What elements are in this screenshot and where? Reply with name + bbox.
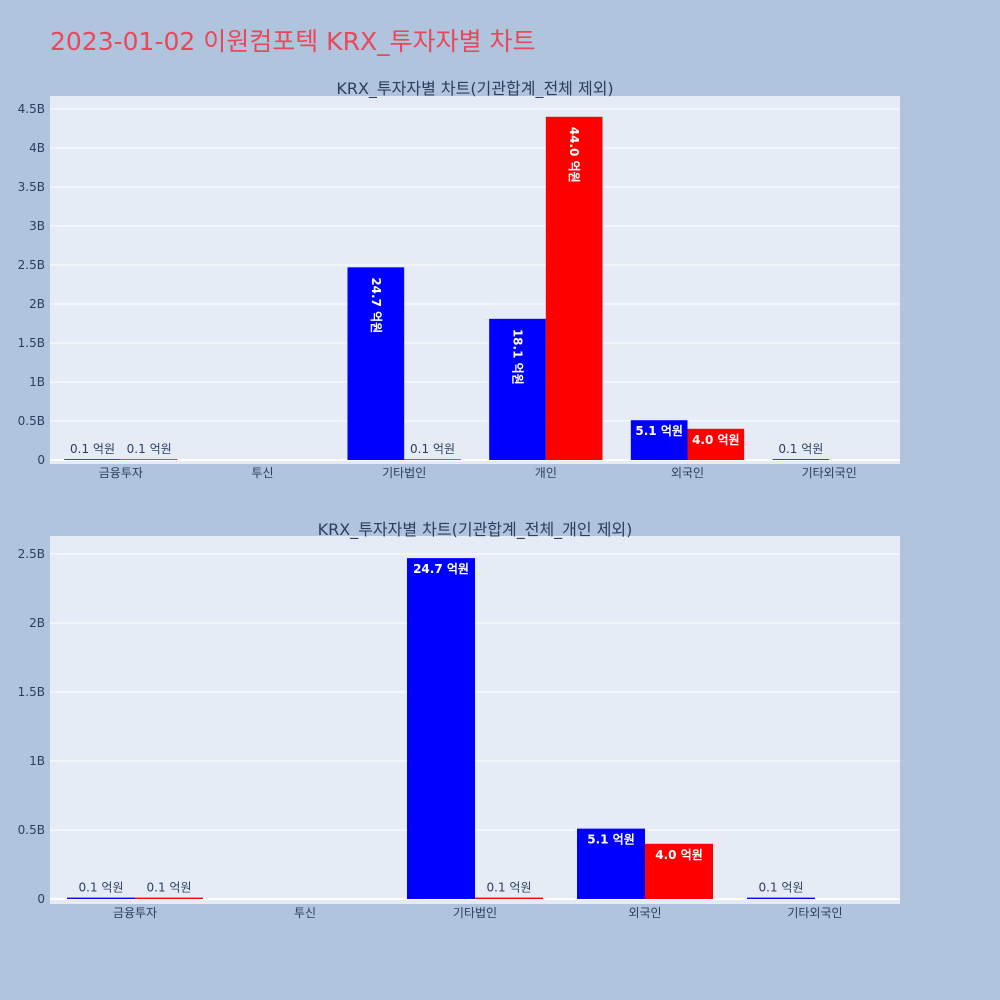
chart-2: 0 0.5B 1B 1.5B 2B 2.5B KRX_투자자별 차트(기관합계_전체_개인 … bbox=[18, 520, 900, 920]
bar bbox=[120, 459, 178, 460]
data-label: 0.1 억원 bbox=[147, 881, 192, 895]
x-tick-label: 기타법인 bbox=[382, 466, 426, 480]
y-tick-label: 3B bbox=[29, 219, 45, 233]
bar bbox=[135, 897, 203, 899]
data-label: 44.0 억원 bbox=[567, 127, 581, 183]
bar bbox=[747, 897, 815, 899]
data-label: 0.1 억원 bbox=[759, 881, 804, 895]
y-tick-label: 0.5B bbox=[18, 414, 45, 428]
data-label: 0.1 억원 bbox=[70, 442, 115, 456]
bar bbox=[404, 459, 461, 460]
bar bbox=[630, 420, 688, 460]
y-tick-label: 0.5B bbox=[18, 823, 45, 837]
y-tick-label: 1B bbox=[29, 754, 45, 768]
subplot-title: KRX_투자자별 차트(기관합계_전체_개인 제외) bbox=[318, 520, 633, 540]
bar bbox=[489, 318, 546, 460]
bar bbox=[687, 428, 745, 460]
y-tick-label: 0 bbox=[37, 453, 45, 467]
bar bbox=[67, 897, 135, 899]
x-tick-label: 기타법인 bbox=[453, 906, 497, 920]
data-label: 24.7 억원 bbox=[369, 277, 383, 333]
y-tick-label: 1.5B bbox=[18, 685, 45, 699]
data-label: 5.1 억원 bbox=[635, 424, 683, 438]
bar bbox=[347, 267, 405, 460]
data-label: 4.0 억원 bbox=[655, 848, 703, 862]
y-tick-label: 2B bbox=[29, 297, 45, 311]
plot-area bbox=[50, 96, 900, 464]
y-tick-label: 3.5B bbox=[18, 180, 45, 194]
bar bbox=[407, 558, 475, 899]
y-tick-label: 2.5B bbox=[18, 547, 45, 561]
bar bbox=[475, 897, 543, 899]
bar bbox=[64, 459, 121, 460]
data-label: 0.1 억원 bbox=[487, 881, 532, 895]
x-tick-label: 투신 bbox=[251, 466, 273, 480]
data-label: 0.1 억원 bbox=[778, 442, 823, 456]
bar bbox=[645, 843, 713, 899]
data-label: 4.0 억원 bbox=[692, 433, 740, 447]
data-label: 24.7 억원 bbox=[413, 562, 469, 576]
x-tick-label: 개인 bbox=[535, 466, 557, 480]
x-tick-label: 외국인 bbox=[671, 466, 704, 480]
x-tick-label: 투신 bbox=[294, 906, 316, 920]
x-tick-label: 기타외국인 bbox=[787, 906, 842, 920]
x-tick-label: 기타외국인 bbox=[802, 466, 857, 480]
bar bbox=[545, 116, 603, 461]
bar bbox=[577, 828, 645, 899]
y-tick-label: 1B bbox=[29, 375, 45, 389]
x-tick-label: 금융투자 bbox=[113, 906, 157, 920]
data-label: 5.1 억원 bbox=[587, 833, 635, 847]
bar bbox=[772, 459, 830, 460]
y-tick-label: 2.5B bbox=[18, 258, 45, 272]
x-tick-label: 금융투자 bbox=[99, 466, 143, 480]
data-label: 0.1 억원 bbox=[79, 881, 124, 895]
y-tick-label: 4B bbox=[29, 141, 45, 155]
chart-1: 0 0.5B 1B 1.5B 2B 2.5B 3B 3.5B 4B 4.5B KRX_투자자별 차트… bbox=[18, 79, 900, 480]
data-label: 0.1 억원 bbox=[127, 442, 172, 456]
y-tick-label: 4.5B bbox=[18, 102, 45, 116]
y-tick-label: 1.5B bbox=[18, 336, 45, 350]
subplot-title: KRX_투자자별 차트(기관합계_전체 제외) bbox=[336, 79, 613, 99]
x-tick-label: 외국인 bbox=[628, 906, 661, 920]
data-label: 0.1 억원 bbox=[410, 442, 455, 456]
y-tick-label: 0 bbox=[37, 892, 45, 906]
y-tick-label: 2B bbox=[29, 616, 45, 630]
page-title: 2023-01-02 이원컴포텍 KRX_투자자별 차트 bbox=[50, 27, 536, 56]
data-label: 18.1 억원 bbox=[511, 329, 525, 385]
